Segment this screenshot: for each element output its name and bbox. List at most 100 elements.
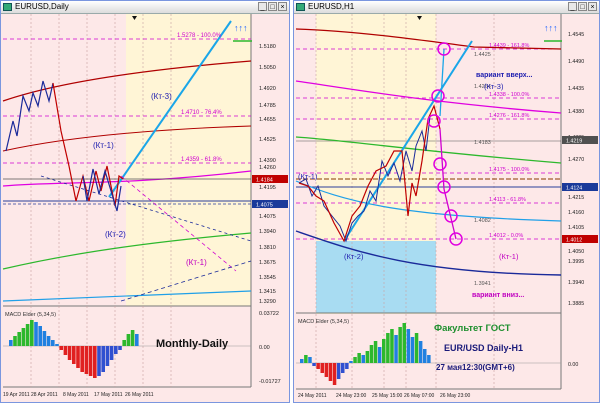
date-axis: 19 Apr 2011 28 Apr 2011 8 May 2011 17 Ma… [3,392,154,398]
maximize-button[interactable]: □ [268,2,277,11]
fib-label-618: 1.4113 - 61.8% [489,197,526,203]
macd-bar [84,346,89,374]
macd-bar [42,331,47,346]
wave-label-kt1-upper: (Кт-1) [93,141,114,150]
svg-text:1.3941: 1.3941 [474,281,491,287]
macd-bar [386,333,390,363]
chart-window-eurusd-h1[interactable]: EURUSD,H1 _ □ × [293,0,600,403]
svg-text:26 May 23:00: 26 May 23:00 [440,393,471,399]
close-button[interactable]: × [588,2,597,11]
fib-label-61: 1.4359 - 61.8% [181,157,222,163]
macd-bar [59,346,63,350]
svg-text:1.4425: 1.4425 [474,52,491,58]
macd-bar [17,332,21,346]
macd-histogram [9,320,139,378]
svg-text:1.4075: 1.4075 [256,203,273,209]
date-axis: 24 May 2011 24 May 23:00 25 May 15:00 26… [298,393,471,399]
minimize-button[interactable]: _ [258,2,267,11]
svg-text:1.4380: 1.4380 [568,109,584,115]
macd-bar [312,363,316,366]
svg-text:24 May 23:00: 24 May 23:00 [336,393,367,399]
marker-triangle-icon [417,16,422,20]
ma-cyan [2,290,252,302]
svg-text:1.5180: 1.5180 [259,44,276,50]
macd-bar [369,345,374,363]
macd-bar [122,340,126,346]
macd-bar [382,339,386,363]
macd-bar [336,363,341,379]
h1-chart-canvas[interactable]: 1.4439 - 161.8% 1.4338 - 100.0% 1.4276 -… [294,1,600,403]
svg-text:1.3885: 1.3885 [568,301,584,307]
price-scale: 1.5180 1.5050 1.4920 1.4785 1.4655 1.452… [259,44,276,305]
daily-chart-canvas[interactable]: (Кт-3) (Кт-1) (Кт-2) (Кт-1) 1.5278 - 100… [1,1,290,403]
svg-text:1.4082: 1.4082 [474,218,491,224]
svg-text:1.3290: 1.3290 [259,299,276,305]
svg-text:0.03722: 0.03722 [259,311,279,317]
macd-bar [423,349,427,363]
svg-text:1.4545: 1.4545 [568,32,584,38]
arrows-icon: ↑↑↑ [544,23,558,33]
fib-label-100-lower: 1.4175 - 100.0% [489,167,529,173]
info-pair: EUR/USD Daily-H1 [444,343,523,353]
fib-label-76: 1.4710 - 76.4% [181,110,222,116]
macd-title: MACD Elder (5,34,5) [298,319,349,325]
svg-text:24 May 2011: 24 May 2011 [298,393,327,399]
macd-bar [101,346,105,372]
fib-label-1618-upper: 1.4439 - 161.8% [489,43,529,49]
svg-text:1.3810: 1.3810 [259,245,276,251]
svg-text:1.4012: 1.4012 [566,238,582,244]
svg-text:0.00: 0.00 [568,362,578,368]
svg-text:1.3940: 1.3940 [568,280,584,286]
wave-label-kt2: (Кт-2) [105,230,126,239]
macd-bar [118,346,122,350]
fib-label-100: 1.5278 - 100.0% [177,33,222,39]
note-variant-down: вариант вниз... [472,292,524,299]
wave-label-kt2: (Кт-2) [344,252,364,261]
window-titlebar[interactable]: EURUSD,H1 _ □ × [294,1,599,14]
macd-bar [300,359,304,363]
svg-text:1.3940: 1.3940 [259,229,276,235]
macd-bar [373,341,378,363]
svg-text:1.4183: 1.4183 [474,140,491,146]
window-titlebar[interactable]: EURUSD,Daily _ □ × [1,1,289,14]
macd-bar [72,346,76,364]
maximize-button[interactable]: □ [578,2,587,11]
marker-triangle-icon [132,16,137,20]
arrows-icon: ↑↑↑ [234,23,248,33]
svg-text:1.3545: 1.3545 [259,275,276,281]
wave-label-kt1-left: (Кт-1) [298,172,318,181]
price-line-red [298,104,441,243]
ma-green [2,232,252,270]
macd-histogram [300,323,431,385]
macd-bar [394,335,398,363]
macd-title: MACD Elder (5,34,5) [5,312,56,318]
macd-bar [349,361,353,363]
chart-icon [3,3,12,11]
blue-zone [316,241,436,313]
macd-bar [114,346,118,354]
svg-text:1.3995: 1.3995 [568,259,584,265]
macd-bar [406,329,411,363]
svg-text:1.4075: 1.4075 [259,214,276,220]
svg-text:26 May 07:00: 26 May 07:00 [404,393,435,399]
macd-area [3,307,251,387]
window-title: EURUSD,Daily [15,2,69,11]
chart-window-eurusd-daily[interactable]: EURUSD,Daily _ □ × [0,0,290,403]
svg-text:1.4655: 1.4655 [259,117,276,123]
svg-text:1.4219: 1.4219 [566,139,582,145]
level-labels: 1.4425 1.4264 1.4183 1.4082 1.3941 [474,52,491,287]
ma-red-upper [2,60,252,102]
svg-text:8 May 2011: 8 May 2011 [63,392,89,398]
macd-bar [80,346,84,372]
macd-bar [135,334,139,346]
ma-red-lower [2,125,252,152]
minimize-button[interactable]: _ [568,2,577,11]
price-tag-red [252,175,288,183]
trendline-up[interactable] [108,20,232,198]
macd-bar [34,322,38,346]
macd-bar [390,329,394,363]
macd-bar [9,340,13,346]
macd-bar [328,363,333,381]
macd-bar [365,351,370,363]
close-button[interactable]: × [278,2,287,11]
